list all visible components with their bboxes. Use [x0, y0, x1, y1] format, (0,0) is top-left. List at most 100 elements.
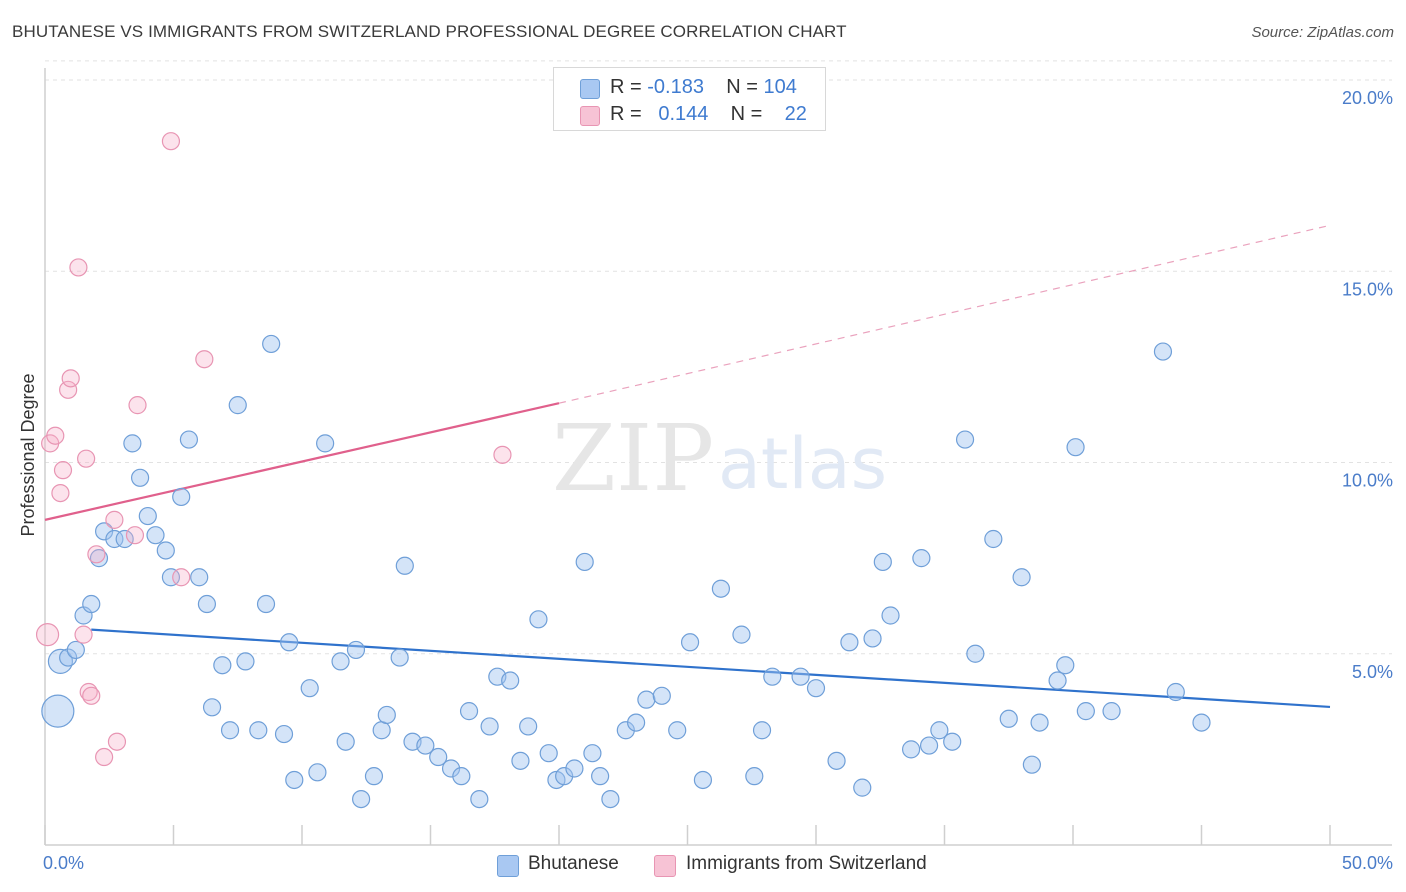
trend-line-switzerland-extension — [558, 224, 1331, 404]
legend-item-bhutanese[interactable]: Bhutanese — [497, 853, 619, 877]
data-point-bhutanese — [529, 610, 548, 629]
data-point-bhutanese — [693, 770, 713, 790]
data-point-bhutanese — [202, 698, 222, 717]
data-point-switzerland — [46, 426, 65, 445]
data-point-bhutanese — [395, 556, 414, 575]
data-point-switzerland — [125, 526, 145, 545]
correlation-legend: R = -0.183 N = 104 R = 0.144 N = 22 — [553, 67, 826, 131]
data-point-bhutanese — [626, 713, 646, 732]
data-point-bhutanese — [316, 434, 335, 453]
gridlines — [45, 60, 1392, 655]
data-point-bhutanese — [616, 721, 635, 740]
data-point-bhutanese — [1048, 671, 1067, 690]
data-point-bhutanese — [565, 759, 584, 778]
data-point-bhutanese — [806, 679, 826, 698]
data-point-bhutanese — [190, 568, 209, 587]
data-point-bhutanese — [1022, 755, 1041, 774]
data-point-bhutanese — [115, 529, 134, 549]
data-point-bhutanese — [156, 541, 175, 560]
watermark: ZIP atlas — [552, 405, 887, 512]
data-point-switzerland — [107, 732, 127, 751]
legend-swatch-blue — [580, 79, 600, 99]
data-point-bhutanese — [377, 705, 396, 725]
data-point-bhutanese — [95, 522, 114, 541]
data-point-bhutanese — [285, 770, 304, 790]
data-point-switzerland — [69, 258, 88, 277]
data-point-switzerland — [61, 369, 80, 388]
data-point-bhutanese — [791, 667, 810, 686]
data-point-bhutanese — [480, 717, 499, 736]
data-point-switzerland — [74, 625, 93, 644]
legend-item-switzerland[interactable]: Immigrants from Switzerland — [654, 853, 927, 877]
legend-r-label: R = — [610, 76, 642, 98]
data-point-bhutanese — [59, 648, 78, 667]
data-point-bhutanese — [1056, 656, 1075, 675]
data-point-bhutanese — [172, 487, 191, 507]
data-point-bhutanese — [591, 767, 610, 786]
data-point-bhutanese — [331, 652, 350, 671]
data-point-bhutanese — [274, 724, 294, 744]
data-point-bhutanese — [197, 594, 217, 614]
legend-n-label: N = — [730, 103, 763, 125]
data-point-bhutanese — [943, 732, 962, 751]
data-point-bhutanese — [459, 702, 479, 721]
data-point-bhutanese — [652, 686, 671, 705]
data-point-bhutanese — [966, 644, 985, 663]
data-point-bhutanese — [501, 671, 520, 690]
data-point-bhutanese — [752, 721, 772, 740]
data-point-bhutanese — [912, 549, 931, 568]
data-point-bhutanese — [680, 633, 700, 652]
data-point-bhutanese — [138, 506, 157, 526]
x-tick-label: 0.0% — [43, 853, 84, 873]
y-tick-label: 5.0% — [1352, 662, 1393, 682]
data-point-bhutanese — [881, 606, 900, 625]
y-tick-label: 15.0% — [1342, 279, 1393, 299]
legend-swatch-bhutanese — [497, 855, 519, 877]
data-point-bhutanese — [1192, 713, 1211, 732]
data-point-switzerland — [95, 747, 114, 767]
data-point-bhutanese — [123, 434, 142, 453]
data-point-bhutanese — [470, 789, 489, 809]
y-tick-label: 20.0% — [1342, 88, 1393, 108]
data-point-bhutanese — [930, 721, 949, 740]
data-point-bhutanese — [82, 594, 101, 614]
trend-line-bhutanese — [91, 628, 1331, 709]
data-point-bhutanese — [336, 732, 355, 751]
series-bhutanese-points — [41, 334, 1211, 809]
data-point-switzerland — [161, 132, 181, 151]
legend-n-label: N = — [726, 76, 758, 98]
data-point-bhutanese — [539, 744, 558, 763]
data-point-bhutanese — [511, 751, 530, 770]
data-point-bhutanese — [220, 721, 240, 740]
chart-title: BHUTANESE VS IMMIGRANTS FROM SWITZERLAND… — [12, 22, 847, 41]
y-tick-labels: 5.0% 10.0% 15.0% 20.0% — [1342, 88, 1393, 682]
data-point-bhutanese — [390, 648, 409, 667]
data-point-bhutanese — [146, 526, 165, 545]
data-point-bhutanese — [955, 430, 975, 449]
data-point-bhutanese — [256, 594, 276, 614]
legend-n-value: 22 — [784, 103, 807, 125]
data-point-bhutanese — [346, 640, 366, 660]
data-point-bhutanese — [130, 468, 150, 487]
data-point-bhutanese — [372, 721, 391, 740]
legend-swatch-switzerland — [654, 855, 676, 877]
data-point-bhutanese — [999, 709, 1018, 728]
data-point-bhutanese — [873, 552, 892, 572]
legend-label-bhutanese: Bhutanese — [528, 853, 619, 874]
data-point-bhutanese — [732, 625, 751, 644]
legend-r-value: -0.183 — [647, 76, 704, 98]
data-point-bhutanese — [919, 736, 939, 755]
data-point-bhutanese — [668, 721, 687, 740]
legend-text-row-1: R = -0.183 N = 104 — [610, 76, 797, 99]
data-point-bhutanese — [575, 552, 594, 572]
data-point-bhutanese — [601, 789, 620, 809]
data-point-bhutanese — [179, 430, 199, 449]
data-point-bhutanese — [827, 751, 846, 770]
data-point-bhutanese — [262, 334, 281, 354]
y-axis-label: Professional Degree — [18, 373, 38, 536]
data-point-switzerland — [82, 686, 101, 705]
data-point-bhutanese — [213, 656, 232, 675]
data-point-bhutanese — [300, 679, 319, 698]
data-point-bhutanese — [280, 633, 299, 652]
